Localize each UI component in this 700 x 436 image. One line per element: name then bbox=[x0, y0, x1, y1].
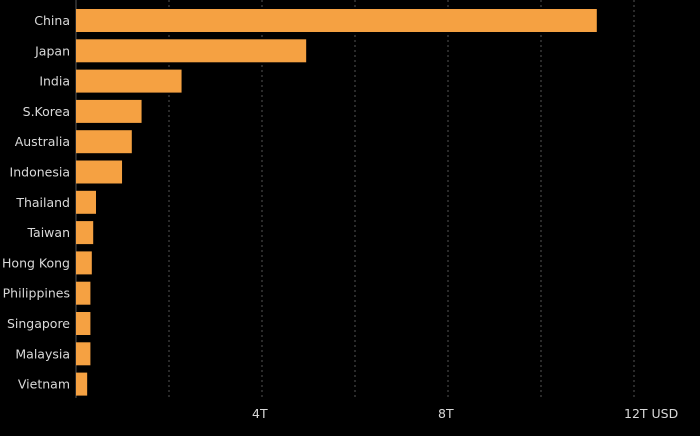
category-label: Indonesia bbox=[10, 165, 70, 180]
category-label: India bbox=[39, 74, 70, 89]
bar-philippines bbox=[76, 281, 91, 305]
bar-hong-kong bbox=[76, 251, 92, 275]
category-label: Singapore bbox=[7, 316, 70, 331]
category-label: Vietnam bbox=[18, 377, 70, 392]
bar-australia bbox=[76, 130, 132, 154]
category-label: Malaysia bbox=[15, 346, 70, 361]
bar-thailand bbox=[76, 190, 96, 214]
bar-taiwan bbox=[76, 221, 94, 245]
bar-vietnam bbox=[76, 372, 88, 396]
bar-malaysia bbox=[76, 342, 91, 366]
category-label: S.Korea bbox=[23, 104, 70, 119]
category-label: Thailand bbox=[15, 195, 70, 210]
x-tick-label: 8T bbox=[438, 406, 454, 421]
x-tick-label: 12T USD bbox=[624, 406, 678, 421]
category-label: Japan bbox=[34, 43, 70, 58]
category-label: China bbox=[34, 13, 70, 28]
category-label: Australia bbox=[15, 134, 70, 149]
bar-singapore bbox=[76, 312, 91, 335]
bar-japan bbox=[76, 39, 307, 63]
category-label: Hong Kong bbox=[2, 255, 70, 270]
bar-china bbox=[76, 9, 597, 32]
bar-indonesia bbox=[76, 160, 123, 184]
x-tick-label: 4T bbox=[252, 406, 268, 421]
x-axis-ticks: 4T 8T 12T USD bbox=[252, 406, 678, 421]
category-labels: China Japan India S.Korea Australia Indonesia… bbox=[2, 13, 70, 392]
category-label: Taiwan bbox=[26, 225, 70, 240]
bars bbox=[76, 9, 597, 396]
category-label: Philippines bbox=[3, 286, 70, 301]
bar-india bbox=[76, 69, 182, 93]
bar-s-korea bbox=[76, 99, 142, 123]
